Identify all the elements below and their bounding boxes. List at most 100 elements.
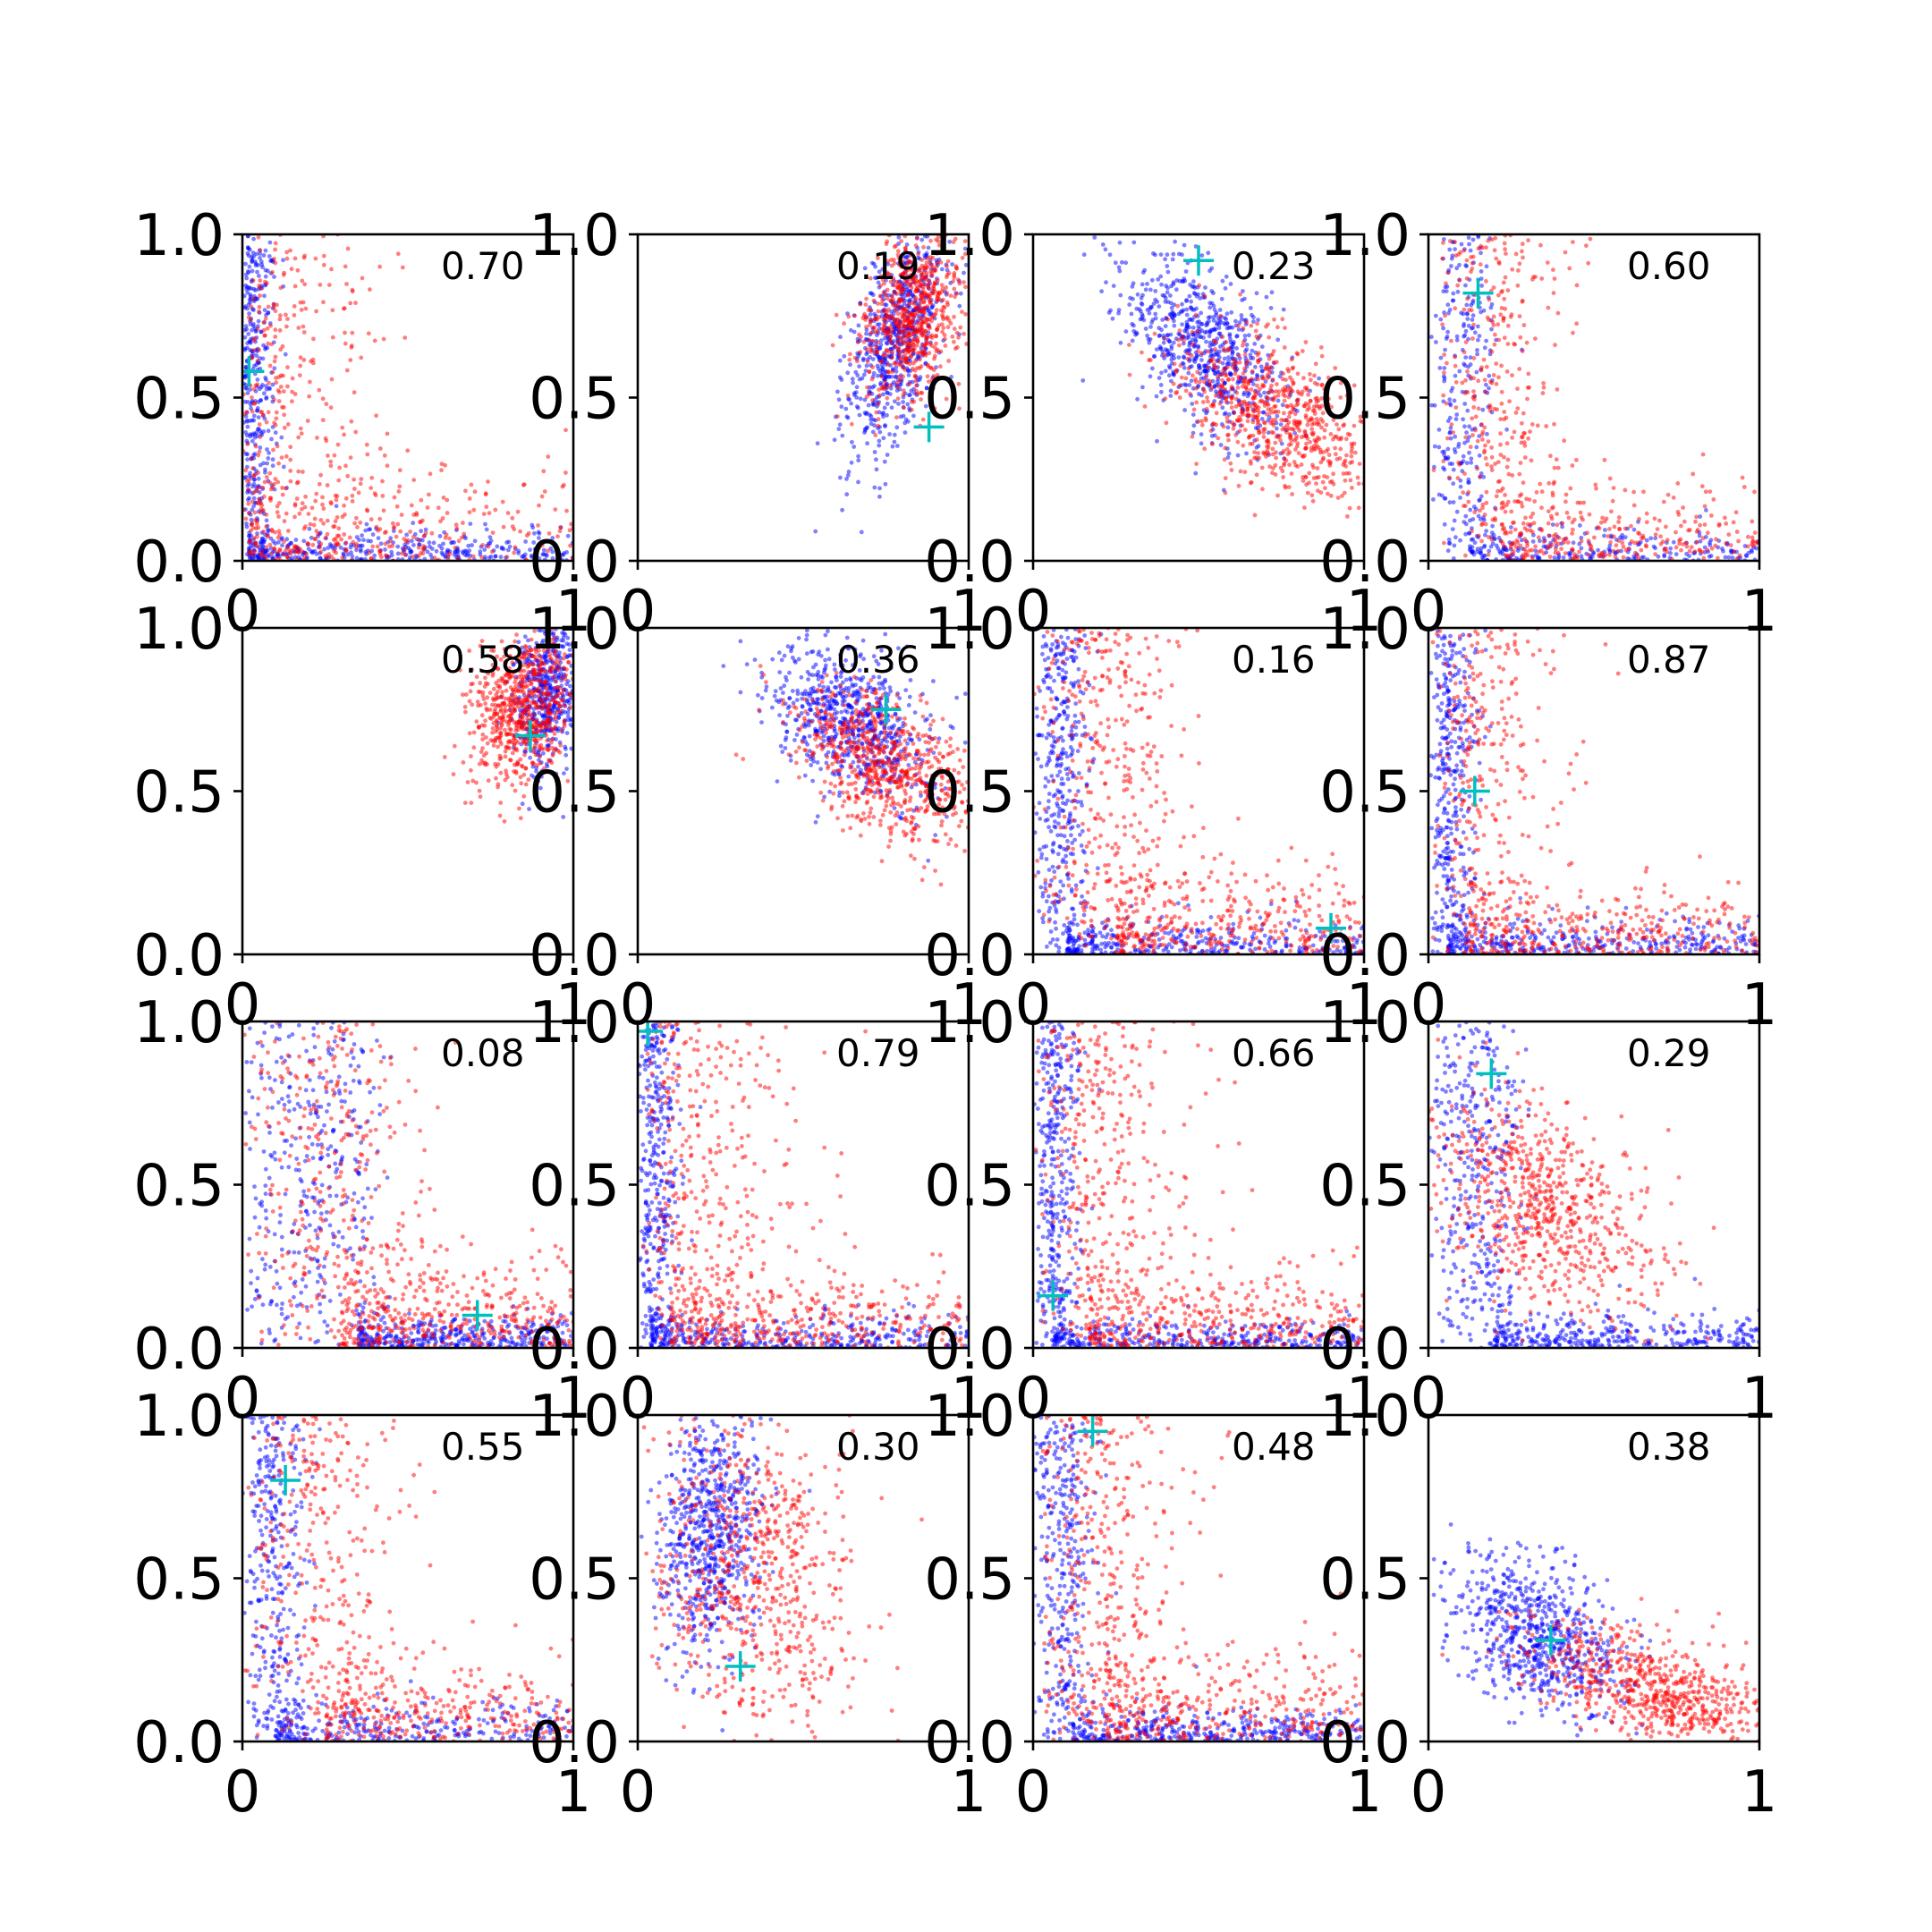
blue-point <box>434 548 439 554</box>
red-point <box>264 475 269 479</box>
blue-point <box>262 308 267 312</box>
blue-point <box>1131 281 1136 286</box>
red-point <box>880 386 886 391</box>
red-point <box>1265 411 1269 417</box>
red-point <box>250 456 254 462</box>
red-point <box>1249 387 1254 392</box>
red-point <box>480 543 485 547</box>
red-point <box>249 528 253 533</box>
blue-point <box>1450 462 1454 466</box>
red-point <box>929 271 935 275</box>
red-point <box>329 377 335 382</box>
blue-point <box>1153 252 1157 258</box>
blue-point <box>849 327 853 333</box>
blue-point <box>301 538 307 544</box>
blue-point <box>1474 369 1479 375</box>
red-point <box>1709 546 1715 551</box>
red-point <box>1301 376 1306 381</box>
red-point <box>369 517 374 522</box>
red-point <box>276 529 282 534</box>
red-point <box>1616 520 1621 524</box>
blue-point <box>1104 280 1108 285</box>
blue-point <box>1277 374 1283 379</box>
red-point <box>257 496 262 502</box>
red-point <box>878 274 884 279</box>
red-point <box>1286 419 1292 425</box>
red-point <box>256 453 261 458</box>
blue-point <box>245 306 250 311</box>
red-point <box>345 246 351 251</box>
red-point <box>1183 376 1189 381</box>
red-point <box>1221 369 1225 373</box>
red-point <box>501 524 506 530</box>
blue-point <box>1269 290 1275 295</box>
blue-point <box>338 545 343 550</box>
red-point <box>257 309 261 314</box>
red-point <box>1462 471 1467 476</box>
red-point <box>943 336 947 342</box>
blue-point <box>1127 302 1132 307</box>
red-point <box>1290 492 1294 496</box>
red-point <box>1216 384 1221 389</box>
red-point <box>876 301 880 306</box>
blue-point <box>1464 521 1469 527</box>
blue-point <box>1248 306 1253 310</box>
red-point <box>275 550 280 555</box>
blue-point <box>437 543 442 548</box>
red-point <box>334 497 339 503</box>
red-point <box>1270 470 1275 476</box>
blue-point <box>894 425 900 430</box>
blue-point <box>939 267 945 272</box>
red-point <box>326 552 331 556</box>
blue-point <box>1451 481 1456 487</box>
blue-point <box>245 424 250 429</box>
red-point <box>1466 499 1471 504</box>
red-point <box>1683 540 1689 546</box>
red-point <box>1684 544 1690 549</box>
blue-point <box>1220 405 1225 411</box>
red-point <box>1241 339 1246 344</box>
red-point <box>876 417 881 422</box>
red-point <box>1273 440 1278 445</box>
red-point <box>1594 486 1598 491</box>
red-point <box>262 333 267 338</box>
blue-point <box>1490 541 1496 547</box>
blue-point <box>852 329 857 335</box>
red-point <box>1301 434 1307 438</box>
red-point <box>864 347 869 352</box>
red-point <box>1358 414 1363 419</box>
blue-point <box>1464 461 1470 466</box>
blue-point <box>537 556 542 561</box>
red-point <box>1574 457 1579 462</box>
blue-point <box>1209 301 1215 306</box>
blue-point <box>1446 537 1452 542</box>
red-point <box>958 325 963 330</box>
red-point <box>301 470 305 474</box>
red-point <box>546 548 550 554</box>
blue-point <box>505 547 511 553</box>
blue-point <box>1443 347 1447 352</box>
red-point <box>564 470 568 475</box>
red-point <box>1195 329 1200 335</box>
red-point <box>912 373 918 378</box>
blue-point <box>349 550 353 555</box>
blue-point <box>425 549 430 555</box>
red-point <box>1636 540 1640 545</box>
blue-point <box>1234 334 1240 338</box>
red-point <box>402 335 408 340</box>
blue-point <box>1204 411 1208 416</box>
red-point <box>919 282 924 287</box>
blue-point <box>877 486 882 491</box>
red-point <box>1305 490 1310 496</box>
blue-point <box>252 259 258 264</box>
blue-point <box>1244 451 1249 456</box>
blue-point <box>1180 322 1184 327</box>
red-point <box>399 513 404 517</box>
blue-point <box>1480 407 1486 412</box>
red-point <box>951 240 956 244</box>
red-point <box>1236 376 1241 381</box>
red-point <box>1512 429 1517 435</box>
red-point <box>888 279 894 284</box>
blue-point <box>1721 548 1725 554</box>
red-point <box>936 290 941 295</box>
